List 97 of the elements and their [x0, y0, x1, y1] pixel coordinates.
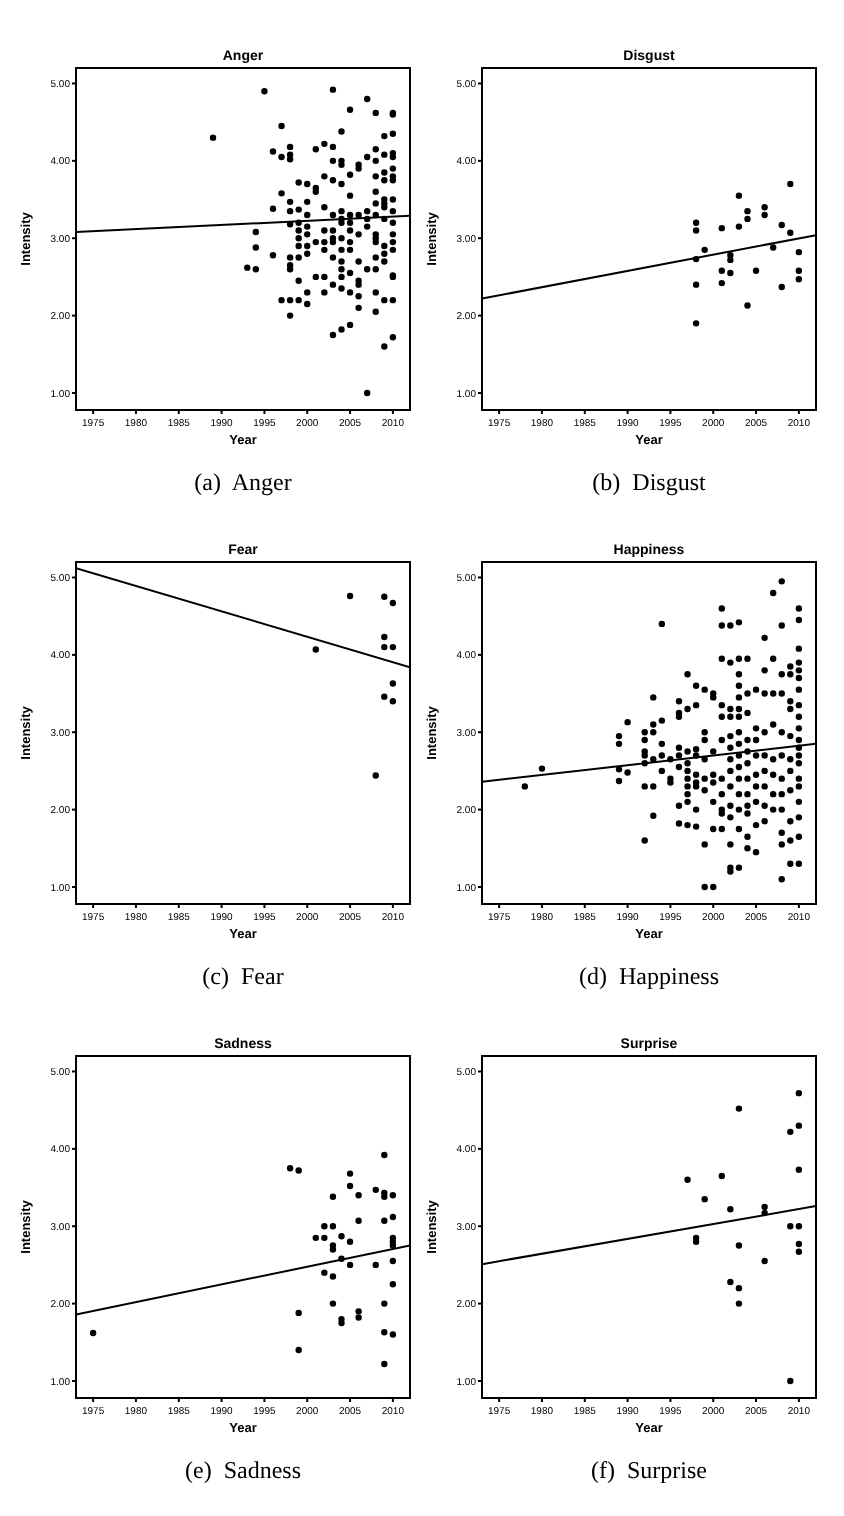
point: [346, 1182, 354, 1190]
point: [778, 221, 785, 229]
point: [346, 1170, 354, 1177]
point: [381, 1217, 388, 1225]
point: [684, 1176, 691, 1183]
point: [381, 693, 388, 700]
point: [381, 633, 388, 641]
point: [778, 283, 785, 291]
point: [701, 246, 708, 254]
point: [795, 267, 803, 274]
point: [346, 1261, 354, 1269]
point: [735, 1105, 743, 1112]
point: [795, 1166, 803, 1173]
point: [718, 1172, 725, 1180]
point: [329, 1223, 337, 1230]
point: [727, 269, 734, 277]
point: [286, 1164, 294, 1172]
point: [761, 204, 768, 211]
point: [355, 1308, 362, 1315]
point: [735, 1284, 743, 1292]
point: [372, 1261, 379, 1269]
point: [381, 1300, 388, 1307]
point: [389, 599, 397, 607]
point: [338, 1233, 345, 1240]
point: [692, 227, 700, 234]
text: (c) Fear: [202, 962, 284, 990]
point: [321, 1269, 328, 1276]
point: [795, 1240, 803, 1248]
point: [389, 1257, 397, 1265]
point: [355, 1314, 362, 1321]
point: [389, 680, 397, 687]
point: [787, 180, 794, 188]
point: [295, 1346, 302, 1354]
point: [321, 1234, 328, 1242]
point: [761, 1257, 768, 1265]
point: [321, 1223, 328, 1230]
point: [389, 1213, 397, 1221]
point: [735, 1300, 743, 1307]
point: [346, 1238, 354, 1245]
point: [389, 698, 397, 705]
point: [692, 320, 700, 327]
point: [735, 1242, 743, 1249]
point: [727, 1206, 734, 1213]
point: [718, 279, 725, 287]
point: [761, 211, 768, 219]
point: [718, 267, 725, 274]
point: [761, 1203, 768, 1211]
point: [735, 223, 743, 230]
text: (e) Sadness: [185, 1456, 302, 1484]
point: [389, 643, 397, 651]
point: [795, 1089, 803, 1097]
point: [727, 256, 734, 264]
point: [312, 1234, 319, 1242]
text: (b) Disgust: [592, 468, 707, 496]
point: [329, 1193, 337, 1201]
point: [381, 1329, 388, 1336]
point: [372, 772, 379, 779]
point: [389, 1192, 397, 1199]
point: [381, 593, 388, 601]
point: [389, 1331, 397, 1338]
point: [769, 244, 777, 251]
point: [312, 646, 319, 653]
point: [295, 1309, 302, 1317]
point: [355, 1192, 362, 1199]
point: [692, 281, 700, 288]
point: [744, 215, 751, 223]
point: [295, 1167, 302, 1174]
point: [727, 1278, 734, 1286]
point: [381, 1360, 388, 1368]
point: [744, 207, 751, 215]
point: [744, 302, 751, 309]
point: [346, 592, 354, 600]
point: [795, 276, 803, 283]
text: (f) Surprise: [591, 1456, 707, 1484]
point: [787, 1377, 794, 1385]
point: [692, 219, 700, 226]
point: [787, 1223, 794, 1230]
point: [752, 267, 760, 274]
point: [372, 1186, 379, 1194]
point: [381, 643, 388, 651]
point: [795, 1122, 803, 1129]
point: [389, 1281, 397, 1288]
point: [329, 1300, 337, 1307]
point: [718, 224, 725, 232]
point: [701, 1195, 708, 1203]
point: [89, 1329, 97, 1337]
point: [381, 1151, 388, 1159]
point: [355, 1217, 362, 1225]
point: [735, 192, 743, 199]
point: [795, 248, 803, 256]
text: (a) Anger: [194, 468, 292, 496]
point: [795, 1248, 803, 1255]
text: (d) Happiness: [579, 962, 720, 990]
point: [329, 1273, 337, 1280]
point: [787, 229, 794, 237]
point: [795, 1223, 803, 1230]
point: [787, 1128, 794, 1136]
